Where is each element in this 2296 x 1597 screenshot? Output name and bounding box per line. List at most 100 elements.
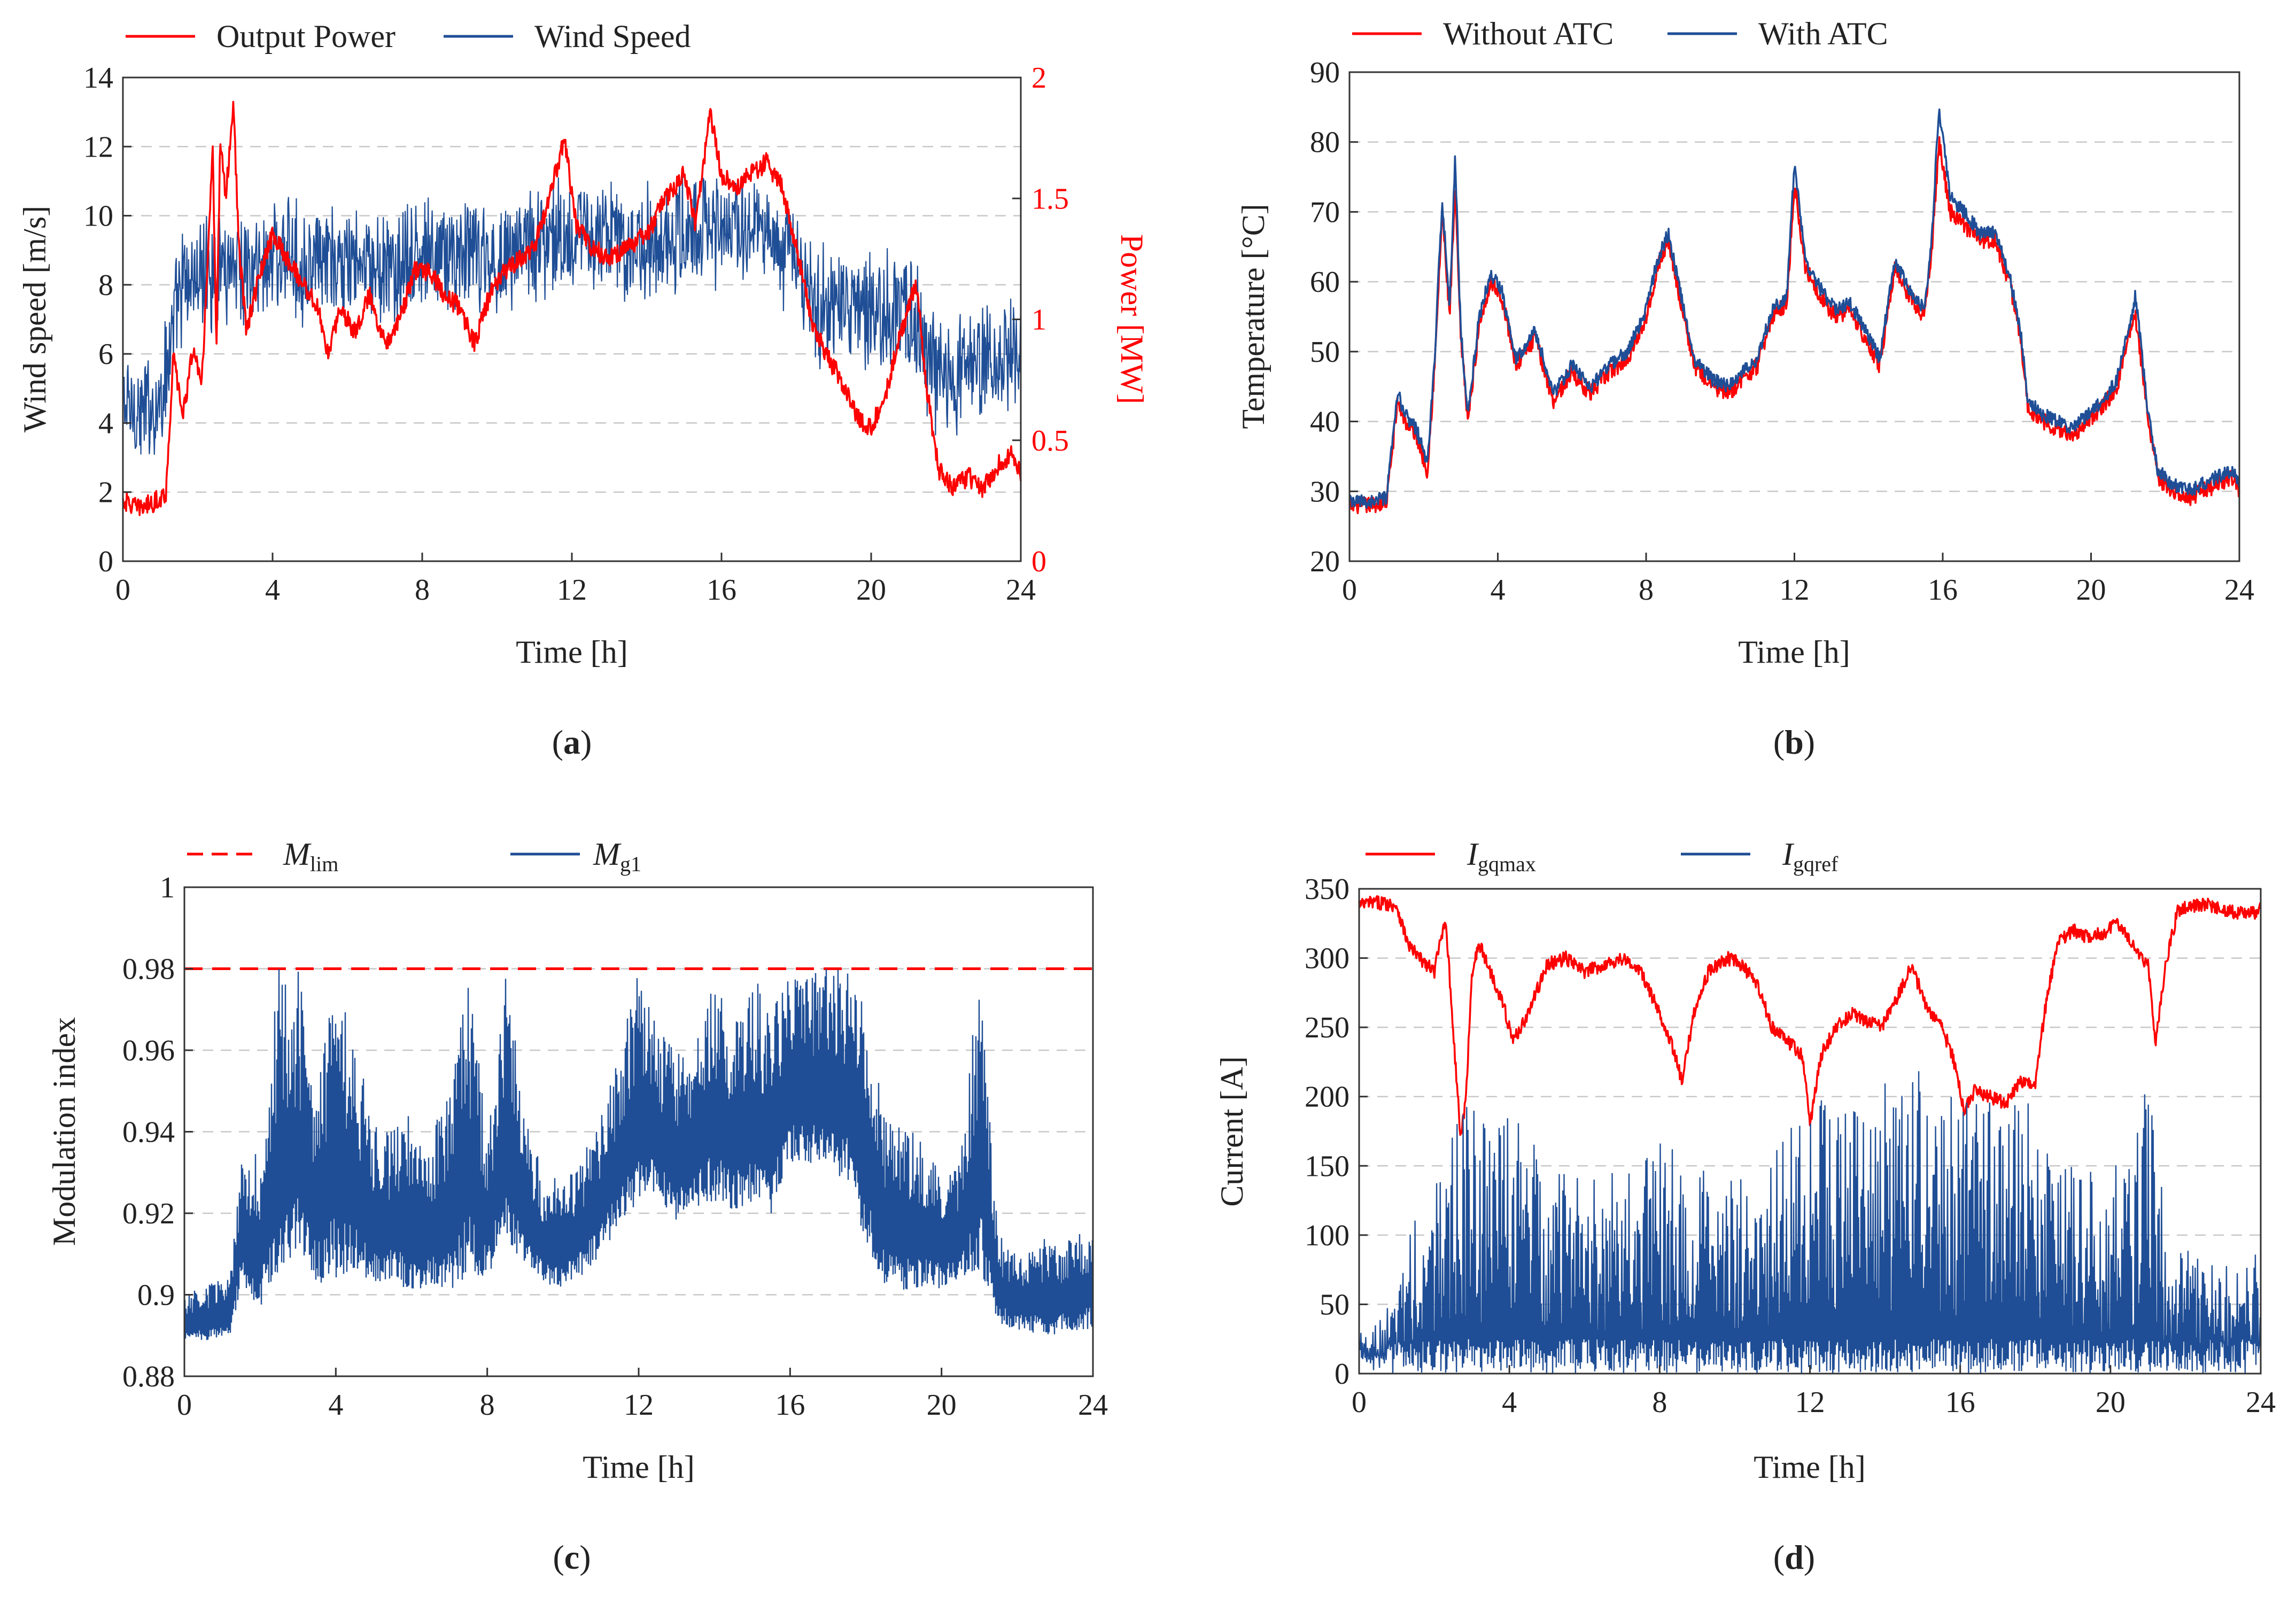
y2-tick-label: 2 bbox=[1031, 61, 1046, 95]
panel-d-y-ticks: 0 50 100 150 200 250 300 350 bbox=[1305, 873, 1368, 1391]
panel-d: 0 4 8 12 16 20 24 0 50 100 150 200 250 300 350 Time [… bbox=[1214, 836, 2276, 1576]
y-tick-label: 40 bbox=[1310, 406, 1340, 439]
panel-d-ylabel: Current [A] bbox=[1214, 1056, 1250, 1207]
x-tick-label: 20 bbox=[2096, 1386, 2126, 1419]
y-tick-label: 0.92 bbox=[122, 1197, 175, 1230]
x-tick-label: 24 bbox=[1006, 573, 1036, 607]
x-tick-label: 24 bbox=[2246, 1386, 2276, 1419]
y-tick-label: 90 bbox=[1310, 56, 1340, 89]
panel-b-legend-without-label: Without ATC bbox=[1443, 16, 1614, 51]
panel-b-xlabel: Time [h] bbox=[1738, 634, 1850, 670]
series-mg1 bbox=[183, 969, 1094, 1340]
x-tick-label: 20 bbox=[2076, 573, 2106, 607]
panel-d-xlabel: Time [h] bbox=[1754, 1449, 1865, 1485]
panel-a-y-ticks: 0 2 4 6 8 10 12 14 bbox=[83, 61, 131, 578]
panel-a-xlabel: Time [h] bbox=[516, 634, 627, 670]
panel-c-y-ticks: 0.88 0.9 0.92 0.94 0.96 0.98 1 bbox=[122, 871, 193, 1393]
x-tick-label: 0 bbox=[1352, 1386, 1367, 1419]
series-with-atc bbox=[1348, 108, 2240, 509]
panel-b: 0 4 8 12 16 20 24 20 30 40 50 60 70 80 90 Time [h] Te… bbox=[1236, 16, 2254, 761]
y2-tick-label: 0 bbox=[1031, 545, 1046, 578]
panel-a-caption: (a) bbox=[552, 723, 592, 761]
series-without-atc bbox=[1348, 136, 2240, 515]
y-tick-label: 0.9 bbox=[137, 1279, 175, 1312]
y-tick-label: 80 bbox=[1310, 126, 1340, 159]
y-tick-label: 0.96 bbox=[122, 1034, 175, 1067]
panel-c-caption: (c) bbox=[553, 1538, 591, 1576]
y-tick-label: 2 bbox=[98, 476, 113, 509]
panel-d-legend-igqmax-label: Igqmax bbox=[1467, 836, 1536, 876]
y2-tick-label: 1.5 bbox=[1031, 182, 1069, 215]
x-tick-label: 12 bbox=[557, 573, 587, 607]
series-wind-speed bbox=[122, 167, 1022, 455]
x-tick-label: 20 bbox=[856, 573, 886, 607]
x-tick-label: 20 bbox=[927, 1389, 957, 1422]
x-tick-label: 24 bbox=[2224, 573, 2254, 607]
y-tick-label: 60 bbox=[1310, 266, 1340, 299]
y-tick-label: 0.94 bbox=[122, 1116, 175, 1149]
panel-a-y2label: Power [MW] bbox=[1114, 234, 1150, 404]
panel-b-ylabel: Temperature [°C] bbox=[1236, 204, 1271, 429]
x-tick-label: 0 bbox=[1342, 573, 1357, 607]
x-tick-label: 0 bbox=[177, 1389, 192, 1422]
panel-d-legend-igqref-label: Igqref bbox=[1782, 836, 1839, 876]
panel-d-x-ticks: 0 4 8 12 16 20 24 bbox=[1352, 1365, 2276, 1419]
y-tick-label: 50 bbox=[1320, 1288, 1349, 1321]
y-tick-label: 100 bbox=[1305, 1219, 1349, 1252]
y-tick-label: 4 bbox=[98, 407, 113, 440]
panel-c-series bbox=[183, 967, 1094, 1340]
x-tick-label: 4 bbox=[265, 573, 280, 607]
panel-c-ylabel: Modulation index bbox=[46, 1017, 82, 1246]
panel-c-legend-mg1-label: Mg1 bbox=[593, 836, 641, 876]
x-tick-label: 16 bbox=[1928, 573, 1958, 607]
y-tick-label: 6 bbox=[98, 338, 113, 371]
x-tick-label: 12 bbox=[1795, 1386, 1825, 1419]
panel-b-y-ticks: 20 30 40 50 60 70 80 90 bbox=[1310, 56, 1358, 578]
x-tick-label: 8 bbox=[415, 573, 430, 607]
panel-d-caption: (d) bbox=[1773, 1538, 1815, 1576]
y-tick-label: 0.98 bbox=[122, 953, 175, 986]
x-tick-label: 12 bbox=[624, 1389, 654, 1422]
y-tick-label: 0 bbox=[98, 545, 113, 578]
y-tick-label: 20 bbox=[1310, 545, 1340, 578]
x-tick-label: 8 bbox=[1639, 573, 1654, 607]
x-tick-label: 12 bbox=[1780, 573, 1810, 607]
y-tick-label: 14 bbox=[83, 61, 113, 95]
x-tick-label: 16 bbox=[707, 573, 736, 607]
y-tick-label: 30 bbox=[1310, 475, 1340, 508]
panel-a-ylabel: Wind speed [m/s] bbox=[17, 206, 52, 432]
x-tick-label: 16 bbox=[1945, 1386, 1975, 1419]
panel-c: 0 4 8 12 16 20 24 0.88 0.9 0.92 0.94 0.96 0.98 1 Tim… bbox=[46, 836, 1108, 1576]
panel-b-series bbox=[1348, 108, 2240, 515]
y-tick-label: 12 bbox=[83, 130, 113, 164]
panel-a-x-ticks: 0 4 8 12 16 20 24 bbox=[115, 553, 1036, 607]
y-tick-label: 150 bbox=[1305, 1150, 1349, 1183]
y2-tick-label: 0.5 bbox=[1031, 424, 1069, 458]
y-tick-label: 10 bbox=[83, 200, 113, 233]
panel-a-legend-power-label: Output Power bbox=[216, 19, 395, 54]
series-igqref bbox=[1358, 1071, 2262, 1374]
y-tick-label: 250 bbox=[1305, 1011, 1349, 1044]
panel-a-legend-wind-label: Wind Speed bbox=[534, 19, 691, 54]
y-tick-label: 0 bbox=[1335, 1358, 1349, 1391]
panel-b-caption: (b) bbox=[1773, 723, 1815, 761]
y-tick-label: 1 bbox=[160, 871, 175, 904]
y-tick-label: 300 bbox=[1305, 942, 1349, 975]
x-tick-label: 4 bbox=[1502, 1386, 1517, 1419]
x-tick-label: 4 bbox=[328, 1389, 343, 1422]
panel-d-series bbox=[1358, 895, 2262, 1374]
x-tick-label: 8 bbox=[1652, 1386, 1667, 1419]
y2-tick-label: 1 bbox=[1031, 304, 1046, 337]
y-tick-label: 200 bbox=[1305, 1081, 1349, 1114]
y-tick-label: 8 bbox=[98, 269, 113, 302]
x-tick-label: 0 bbox=[115, 573, 130, 607]
panel-b-plot-frame bbox=[1348, 71, 2240, 562]
x-tick-label: 8 bbox=[480, 1389, 495, 1422]
y-tick-label: 70 bbox=[1310, 196, 1340, 229]
panel-b-legend-with-label: With ATC bbox=[1758, 16, 1888, 51]
panel-a-series bbox=[122, 100, 1022, 516]
y-tick-label: 0.88 bbox=[122, 1360, 175, 1393]
panel-a-y2-ticks: 0 0.5 1 1.5 2 bbox=[1012, 61, 1069, 578]
panel-b-x-ticks: 0 4 8 12 16 20 24 bbox=[1342, 553, 2254, 607]
